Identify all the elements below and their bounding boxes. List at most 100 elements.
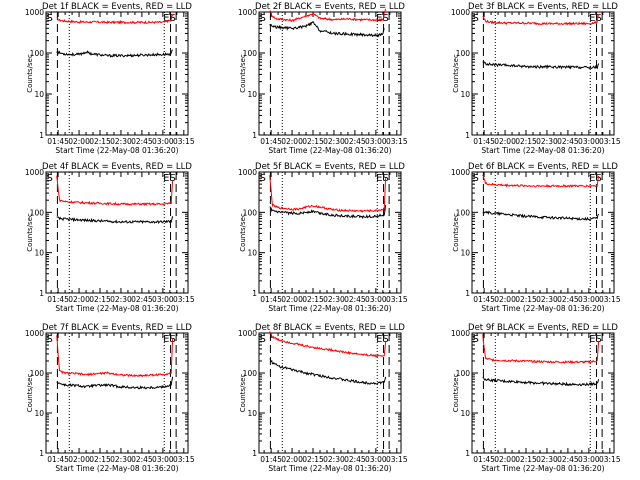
y-axis-label: Counts/sec <box>452 54 460 93</box>
x-tick-label: 03:15 <box>173 137 195 146</box>
x-axis-label: Start Time (22-May-08 01:36:20) <box>55 304 178 313</box>
x-axis-label: Start Time (22-May-08 01:36:20) <box>481 464 604 473</box>
x-tick-label: 02:00 <box>281 455 303 464</box>
marker-e: E <box>589 13 595 24</box>
x-tick-label: 02:00 <box>494 137 516 146</box>
y-axis-label: Counts/sec <box>26 213 34 252</box>
x-tick-label: 02:30 <box>536 455 558 464</box>
y-tick-label: 1000 <box>451 8 470 17</box>
y-tick-label: 10 <box>34 409 44 418</box>
y-axis-label: Counts/sec <box>26 374 34 413</box>
x-tick-label: 03:15 <box>599 295 621 304</box>
x-axis-label: Start Time (22-May-08 01:36:20) <box>481 146 604 155</box>
y-axis-label: Counts/sec <box>239 213 247 252</box>
marker-s: S <box>595 13 601 24</box>
x-tick-label: 03:15 <box>386 295 408 304</box>
marker-e: E <box>163 173 169 184</box>
x-tick-label: 02:15 <box>515 295 537 304</box>
y-axis-label: Counts/sec <box>452 374 460 413</box>
chart-panel-6: Det 6f BLACK = Events, RED = LLD 1 10 100 10… <box>451 162 621 313</box>
y-tick-label: 100 <box>456 369 471 378</box>
y-tick-label: 1000 <box>451 168 470 177</box>
plot-frame <box>471 171 615 294</box>
y-axis-label: Counts/sec <box>239 374 247 413</box>
x-tick-label: 02:30 <box>110 295 132 304</box>
x-tick-label: 02:45 <box>131 295 153 304</box>
marker-e: E <box>589 334 595 345</box>
x-tick-label: 03:00 <box>365 455 387 464</box>
y-tick-label: 100 <box>243 369 258 378</box>
x-tick-label: 03:00 <box>152 455 174 464</box>
marker-s: S <box>473 173 479 184</box>
y-axis-label: Counts/sec <box>26 54 34 93</box>
x-tick-label: 02:45 <box>557 137 579 146</box>
x-tick-label: 02:15 <box>302 455 324 464</box>
x-tick-label: 01:45 <box>260 137 282 146</box>
x-tick-label: 01:45 <box>473 137 495 146</box>
chart-title: Det 7f BLACK = Events, RED = LLD <box>42 323 192 333</box>
events-series-line <box>269 205 387 220</box>
x-tick-label: 02:15 <box>515 455 537 464</box>
x-tick-label: 03:15 <box>386 137 408 146</box>
y-tick-label: 100 <box>30 208 45 217</box>
chart-title: Det 1f BLACK = Events, RED = LLD <box>42 2 192 12</box>
y-tick-label: 1 <box>39 289 44 298</box>
y-tick-label: 100 <box>456 49 471 58</box>
chart-panel-1: Det 1f BLACK = Events, RED = LLD 1 10 100 10… <box>25 2 195 155</box>
y-tick-label: 100 <box>243 208 258 217</box>
x-tick-label: 03:00 <box>578 295 600 304</box>
marker-s: S <box>47 173 53 184</box>
x-tick-label: 02:00 <box>68 455 90 464</box>
x-tick-label: 02:00 <box>68 295 90 304</box>
events-series-line <box>482 376 600 387</box>
chart-panel-8: Det 8f BLACK = Events, RED = LLD 1 10 100 10… <box>238 323 408 473</box>
x-tick-label: 01:45 <box>47 455 69 464</box>
y-tick-label: 100 <box>30 49 45 58</box>
x-tick-label: 02:45 <box>344 455 366 464</box>
chart-panel-4: Det 4f BLACK = Events, RED = LLD 1 10 100 10… <box>25 162 195 313</box>
x-tick-label: 03:00 <box>578 455 600 464</box>
y-tick-label: 1000 <box>238 168 257 177</box>
x-tick-label: 02:15 <box>515 137 537 146</box>
chart-title: Det 2f BLACK = Events, RED = LLD <box>255 2 405 12</box>
marker-e: E <box>589 173 595 184</box>
x-tick-label: 03:15 <box>386 455 408 464</box>
chart-title: Det 6f BLACK = Events, RED = LLD <box>468 162 618 172</box>
x-tick-label: 02:00 <box>281 295 303 304</box>
lld-series-line <box>269 331 387 358</box>
y-tick-label: 1000 <box>25 168 44 177</box>
y-axis-label: Counts/sec <box>452 213 460 252</box>
marker-s: S <box>169 13 175 24</box>
events-series-line <box>482 61 600 70</box>
marker-e: E <box>376 173 382 184</box>
x-tick-label: 02:15 <box>89 455 111 464</box>
x-tick-label: 02:45 <box>344 137 366 146</box>
x-tick-label: 01:45 <box>473 455 495 464</box>
lld-series-line <box>482 334 600 365</box>
x-tick-label: 03:15 <box>173 455 195 464</box>
chart-panel-9: Det 9f BLACK = Events, RED = LLD 1 10 100 10… <box>451 323 621 473</box>
x-tick-label: 02:30 <box>110 455 132 464</box>
y-tick-label: 1 <box>39 449 44 458</box>
x-tick-label: 01:45 <box>47 295 69 304</box>
y-tick-label: 1 <box>39 131 44 140</box>
marker-s: S <box>473 334 479 345</box>
chart-panel-5: Det 5f BLACK = Events, RED = LLD 1 10 100 10… <box>238 162 408 313</box>
chart-title: Det 8f BLACK = Events, RED = LLD <box>255 323 405 333</box>
marker-s: S <box>169 173 175 184</box>
x-tick-label: 03:00 <box>365 295 387 304</box>
plot-frame <box>258 171 402 294</box>
y-tick-label: 10 <box>247 249 257 258</box>
y-tick-label: 1000 <box>238 329 257 338</box>
x-tick-label: 02:15 <box>89 295 111 304</box>
x-tick-label: 01:45 <box>260 295 282 304</box>
marker-s: S <box>47 334 53 345</box>
x-tick-label: 02:30 <box>323 295 345 304</box>
x-tick-label: 03:15 <box>599 137 621 146</box>
x-tick-label: 02:00 <box>494 455 516 464</box>
x-tick-label: 03:00 <box>152 295 174 304</box>
lld-series-line <box>482 174 600 188</box>
chart-panel-2: Det 2f BLACK = Events, RED = LLD 1 10 100 10… <box>238 2 408 155</box>
x-axis-label: Start Time (22-May-08 01:36:20) <box>481 304 604 313</box>
